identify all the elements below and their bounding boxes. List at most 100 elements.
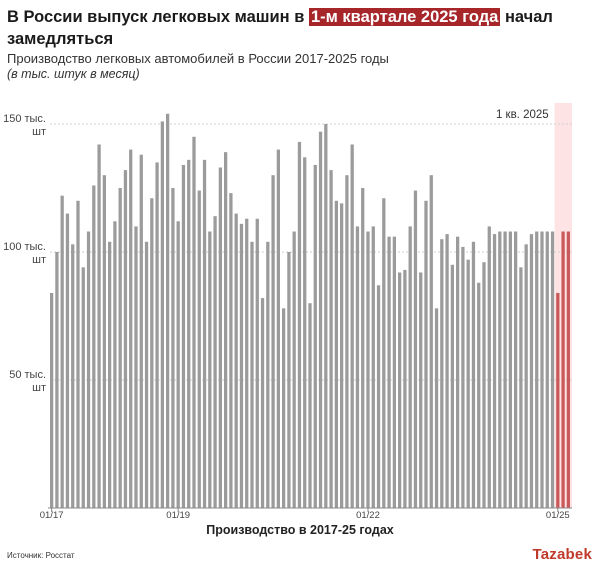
bar bbox=[487, 226, 491, 508]
bar bbox=[492, 234, 497, 508]
y-tick-label: 150 тыс. bbox=[3, 113, 46, 125]
bar bbox=[108, 241, 112, 508]
bar bbox=[202, 159, 207, 508]
highlight-label: 1 кв. 2025 bbox=[496, 109, 549, 121]
bar bbox=[129, 149, 133, 508]
bar bbox=[508, 231, 512, 508]
bar bbox=[361, 188, 365, 508]
bar bbox=[561, 231, 565, 508]
bar bbox=[392, 236, 396, 508]
bar bbox=[250, 241, 254, 508]
x-tick-label: 01/19 bbox=[166, 510, 190, 521]
bar bbox=[535, 231, 539, 508]
bar bbox=[255, 218, 259, 508]
bar bbox=[355, 226, 360, 508]
bar bbox=[208, 231, 212, 508]
bar bbox=[118, 188, 122, 508]
bar bbox=[144, 241, 149, 508]
bar bbox=[540, 231, 544, 508]
bar bbox=[334, 200, 338, 509]
bar bbox=[308, 303, 312, 508]
bar bbox=[482, 262, 486, 508]
bar bbox=[376, 285, 381, 508]
bar bbox=[139, 154, 143, 508]
bar bbox=[55, 252, 59, 508]
bar bbox=[529, 234, 534, 508]
bar bbox=[292, 231, 296, 508]
bar bbox=[86, 231, 91, 508]
bar bbox=[445, 234, 449, 508]
title-text-before: В России выпуск легковых машин в bbox=[7, 8, 309, 26]
bar bbox=[181, 164, 186, 508]
bar bbox=[519, 267, 523, 508]
bar bbox=[340, 203, 344, 509]
bar bbox=[387, 236, 391, 508]
bar bbox=[371, 226, 375, 508]
bar bbox=[276, 149, 280, 508]
bar bbox=[287, 252, 291, 508]
y-tick-label: шт bbox=[32, 254, 46, 266]
bar bbox=[234, 213, 238, 508]
bar bbox=[440, 239, 444, 508]
bar bbox=[155, 162, 159, 508]
bar bbox=[398, 272, 402, 508]
bar bbox=[524, 244, 528, 508]
bar bbox=[224, 152, 228, 508]
unit-note: (в тыс. штук в месяц) bbox=[7, 67, 140, 81]
x-tick-label: 01/25 bbox=[546, 510, 570, 521]
bar bbox=[266, 241, 270, 508]
bar bbox=[123, 170, 128, 508]
bar bbox=[566, 231, 570, 508]
bar bbox=[556, 292, 560, 508]
title-text-after: начал замедляться bbox=[7, 8, 553, 48]
bar bbox=[92, 185, 96, 508]
bar bbox=[239, 223, 244, 508]
x-axis-title: Производство в 2017-25 годах bbox=[206, 523, 394, 537]
bar bbox=[192, 136, 196, 509]
bar bbox=[166, 113, 170, 508]
bar bbox=[345, 175, 349, 508]
bar bbox=[419, 272, 423, 508]
bar bbox=[434, 308, 439, 508]
bar bbox=[176, 221, 180, 508]
x-tick-label: 01/17 bbox=[40, 510, 64, 521]
y-tick-label: шт bbox=[32, 126, 46, 138]
y-tick-label: 50 тыс. bbox=[9, 369, 46, 381]
bar bbox=[303, 157, 307, 508]
bar bbox=[50, 292, 54, 508]
bar bbox=[466, 259, 470, 508]
bar bbox=[245, 218, 249, 508]
bar bbox=[71, 244, 75, 508]
bar bbox=[324, 124, 328, 508]
bar bbox=[260, 298, 265, 508]
bar bbox=[113, 221, 117, 508]
bar bbox=[213, 216, 217, 508]
bar bbox=[329, 170, 333, 508]
bar bbox=[229, 193, 233, 508]
bar bbox=[350, 144, 354, 509]
bar bbox=[134, 226, 138, 508]
bar bbox=[514, 231, 518, 508]
bar bbox=[313, 164, 317, 508]
bar bbox=[424, 200, 428, 509]
bar bbox=[60, 195, 64, 508]
bar bbox=[461, 246, 465, 508]
bar bbox=[403, 269, 407, 508]
bar bbox=[102, 175, 106, 508]
bar bbox=[382, 198, 386, 509]
bar bbox=[429, 175, 433, 508]
y-tick-label: шт bbox=[32, 382, 46, 394]
bar bbox=[160, 121, 164, 508]
bar bbox=[477, 282, 481, 508]
bar bbox=[218, 167, 222, 508]
bar bbox=[503, 231, 507, 508]
bar bbox=[171, 188, 175, 508]
bar bbox=[450, 264, 454, 508]
bar bbox=[150, 198, 154, 509]
chart-title: В России выпуск легковых машин в 1-м ква… bbox=[7, 6, 597, 50]
title-highlight: 1-м квартале 2025 года bbox=[308, 8, 501, 26]
bar bbox=[408, 226, 412, 508]
bar bbox=[366, 231, 370, 508]
bar bbox=[318, 131, 323, 508]
